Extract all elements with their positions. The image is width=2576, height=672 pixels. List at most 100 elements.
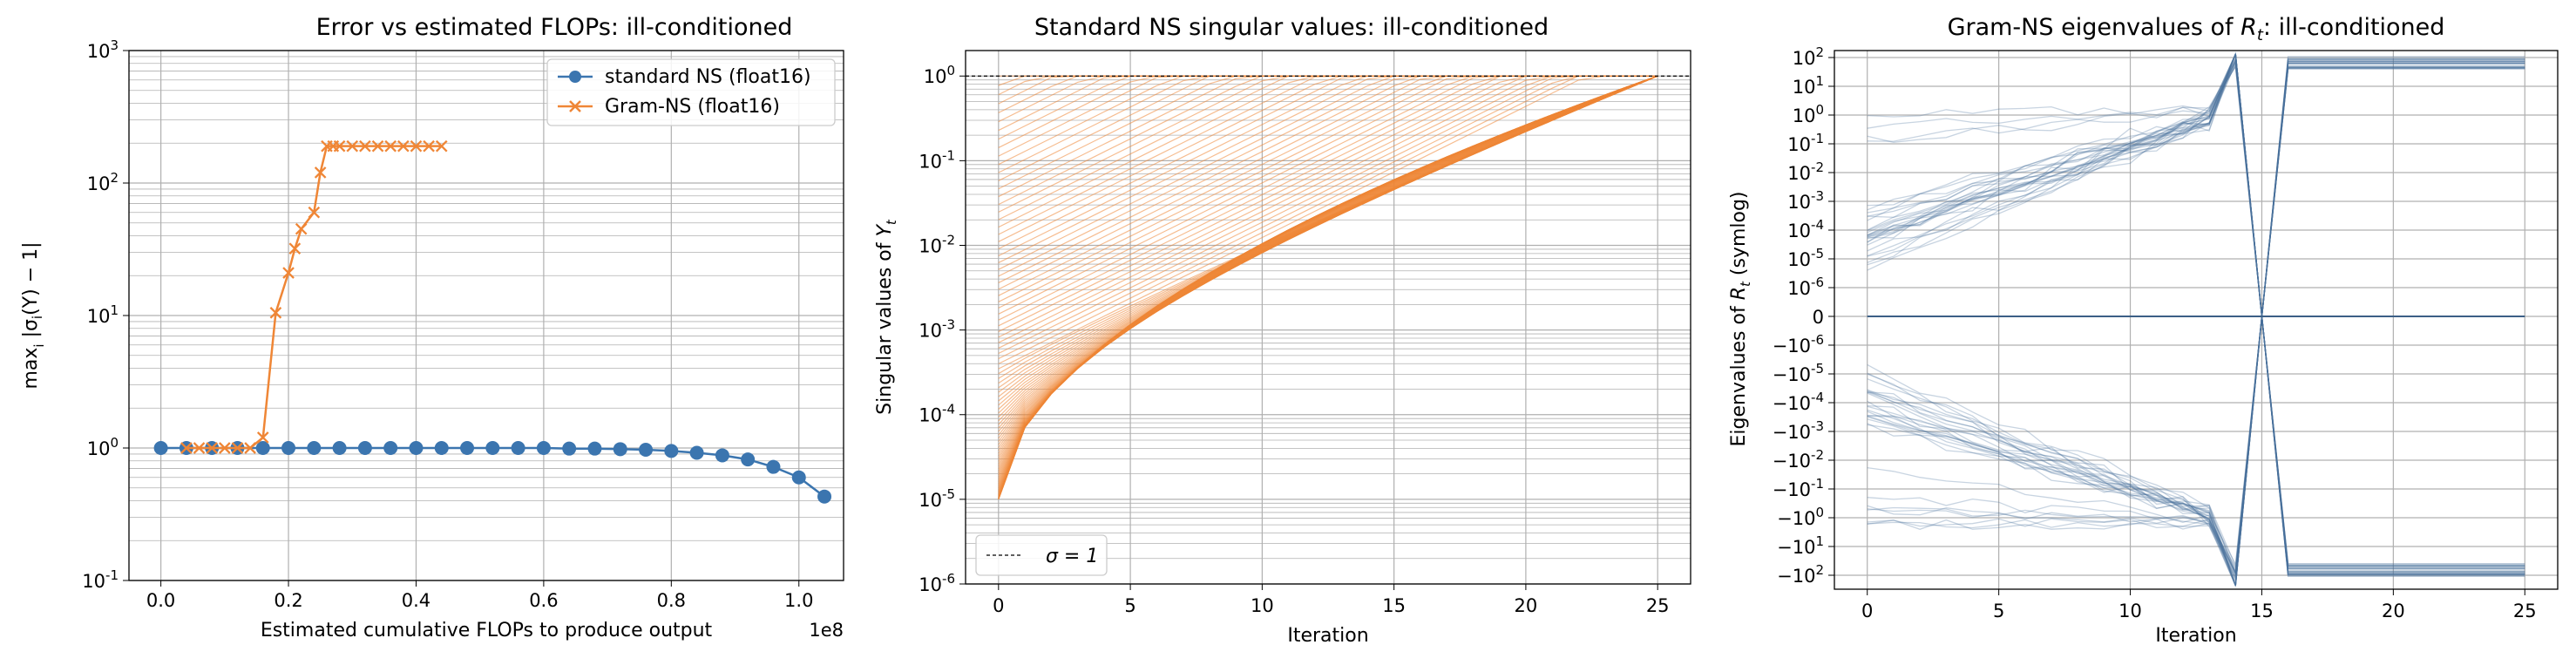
eigenvalue-trajectory xyxy=(1867,59,2525,317)
panel3-frame xyxy=(1834,50,2559,590)
eigenvalue-trajectory xyxy=(1867,63,2525,317)
y-tick-label: 10-4 xyxy=(1787,217,1824,241)
y-tick-label: 10-2 xyxy=(1787,160,1824,184)
eigenvalue-trajectory xyxy=(1867,316,2525,567)
x-tick-label: 0.6 xyxy=(529,590,558,611)
point-gram-ns xyxy=(206,442,218,454)
eigenvalue-trajectory xyxy=(1867,316,2525,587)
x-tick-label: 0.4 xyxy=(402,590,430,611)
eigenvalue-trajectory xyxy=(1867,316,2525,580)
eigenvalue-trajectory xyxy=(1867,53,2525,317)
point-gram-ns xyxy=(244,442,256,454)
eigenvalue-trajectory xyxy=(1867,61,2525,317)
panel2-xlabel: Iteration xyxy=(1287,625,1368,647)
singular-value-trajectory xyxy=(998,75,1658,349)
x-tick-label: 0.2 xyxy=(274,590,302,611)
x-tick-label: 10 xyxy=(1251,595,1274,616)
eigenvalue-trajectory xyxy=(1867,316,2525,587)
point-standard-ns xyxy=(536,441,551,455)
point-standard-ns xyxy=(689,445,704,460)
eigenvalue-trajectory xyxy=(1867,57,2525,317)
eigenvalue-trajectory xyxy=(1867,58,2525,317)
y-tick-label: 101 xyxy=(87,302,119,327)
point-standard-ns xyxy=(587,441,602,456)
point-gram-ns xyxy=(295,222,308,235)
eigenvalue-trajectory xyxy=(1867,57,2525,317)
eigenvalue-trajectory xyxy=(1867,316,2525,574)
y-tick-label: 10-6 xyxy=(1787,275,1824,299)
eigenvalue-trajectory xyxy=(1867,53,2525,317)
eigenvalue-trajectory xyxy=(1867,316,2525,581)
panel2-title: Standard NS singular values: ill-conditi… xyxy=(1034,14,1549,41)
eigenvalue-trajectory xyxy=(1867,58,2525,317)
point-standard-ns xyxy=(664,444,679,458)
x-tick-label: 0.0 xyxy=(146,590,175,611)
point-gram-ns xyxy=(371,139,384,153)
x-tick-label: 20 xyxy=(1515,595,1538,616)
legend-standard-ns-marker xyxy=(569,71,581,83)
point-standard-ns xyxy=(307,441,322,455)
panel1-legend-box xyxy=(546,58,836,126)
eigenvalue-trajectory xyxy=(1867,53,2525,317)
panel1-legend: standard NS (float16) Gram-NS (float16) xyxy=(546,58,836,126)
point-standard-ns xyxy=(332,441,347,455)
panel2-frame xyxy=(965,50,1691,585)
point-gram-ns xyxy=(410,139,423,153)
y-tick-label: −10-5 xyxy=(1773,361,1824,385)
singular-value-trajectory xyxy=(998,75,1658,370)
y-tick-label: −100 xyxy=(1777,505,1824,529)
point-gram-ns xyxy=(346,139,359,153)
y-tick-label: 10-3 xyxy=(919,317,955,342)
eigenvalue-trajectory xyxy=(1867,51,2525,317)
y-tick-label: −10-2 xyxy=(1773,447,1824,472)
eigenvalue-trajectory xyxy=(1867,316,2525,586)
eigenvalue-trajectory xyxy=(1867,316,2525,587)
y-tick-label: 102 xyxy=(1793,44,1824,69)
panel2-y-ticks: 10-6 10-5 10-4 10-3 10-2 10-1 100 xyxy=(919,63,966,595)
panel3-ylabel: Eigenvalues of Rt (symlog) xyxy=(1728,192,1753,447)
eigenvalue-trajectory xyxy=(1867,53,2525,317)
point-standard-ns xyxy=(613,442,627,457)
y-tick-label: 100 xyxy=(87,435,119,459)
point-gram-ns xyxy=(269,306,282,319)
point-gram-ns xyxy=(435,139,448,153)
eigenvalue-trajectory xyxy=(1867,53,2525,317)
point-gram-ns xyxy=(314,166,327,179)
singular-value-trajectory xyxy=(998,75,1658,360)
y-tick-label: −10-6 xyxy=(1773,332,1824,356)
y-tick-label: −10-1 xyxy=(1773,476,1824,500)
eigenvalue-trajectory xyxy=(1867,60,2525,317)
point-gram-ns xyxy=(359,139,371,153)
eigenvalue-trajectory xyxy=(1867,316,2525,577)
point-gram-ns xyxy=(384,139,397,153)
point-gram-ns xyxy=(288,242,302,255)
legend-gram-ns-label: Gram-NS (float16) xyxy=(605,96,780,118)
x-tick-label: 0.8 xyxy=(657,590,686,611)
point-gram-ns xyxy=(282,267,295,279)
eigenvalue-trajectory xyxy=(1867,316,2525,574)
y-tick-label: 10-1 xyxy=(919,147,955,172)
singular-value-trajectory xyxy=(998,75,1658,375)
point-standard-ns xyxy=(562,441,577,456)
point-standard-ns xyxy=(715,448,729,463)
eigenvalue-trajectory xyxy=(1867,316,2525,587)
eigenvalue-trajectory xyxy=(1867,316,2525,583)
eigenvalue-trajectory xyxy=(1867,316,2525,568)
eigenvalue-trajectory xyxy=(1867,53,2525,317)
eigenvalue-trajectory xyxy=(1867,316,2525,586)
point-standard-ns xyxy=(817,489,832,504)
x-tick-label: 5 xyxy=(1124,595,1135,616)
y-tick-label: 10-3 xyxy=(1787,188,1824,213)
panel3-grid xyxy=(1834,51,2558,589)
eigenvalue-trajectory xyxy=(1867,53,2525,317)
y-tick-label: −10-4 xyxy=(1773,390,1824,414)
eigenvalue-trajectory xyxy=(1867,61,2525,317)
x-tick-label: 1.0 xyxy=(784,590,813,611)
y-tick-label: 102 xyxy=(87,170,119,194)
eigenvalue-trajectory xyxy=(1867,316,2525,587)
point-gram-ns xyxy=(397,139,410,153)
point-standard-ns xyxy=(639,443,654,458)
eigenvalue-trajectory xyxy=(1867,316,2525,577)
eigenvalue-trajectory xyxy=(1867,53,2525,317)
panel-gram-ns-eigenvalues: Gram-NS eigenvalues of Rt: ill-condition… xyxy=(1728,14,2559,647)
